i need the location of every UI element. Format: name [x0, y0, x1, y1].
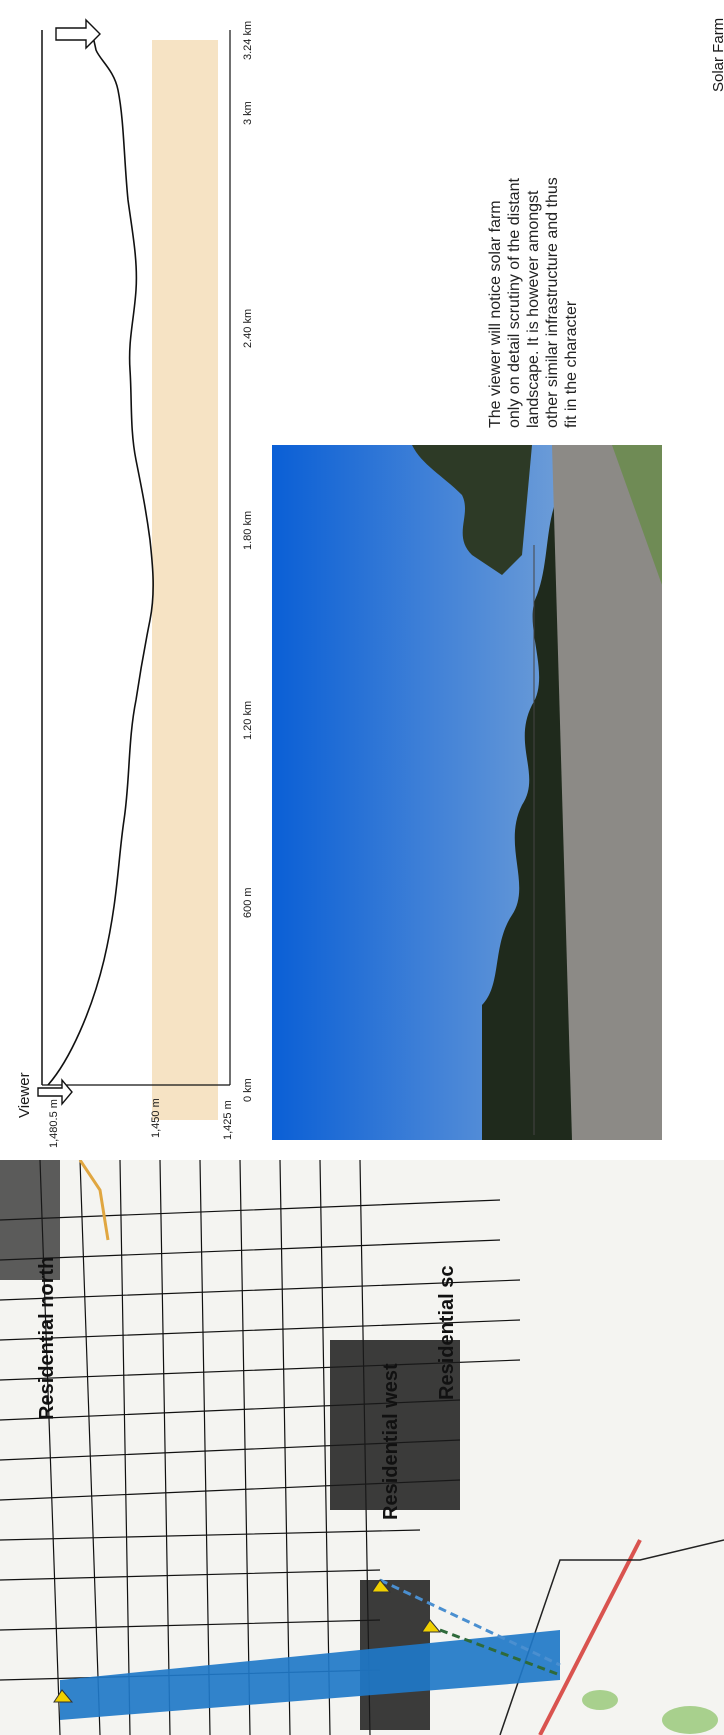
distance-tick: 0 km — [242, 1078, 254, 1102]
viewer-label: Viewer — [16, 1072, 33, 1118]
distance-tick: 3.24 km — [242, 20, 254, 60]
map-label-north: Residential north — [36, 1256, 58, 1420]
location-map: Residential north Residential west Resid… — [0, 1160, 724, 1735]
profile-band — [152, 40, 218, 1120]
dashed-sightline — [439, 1628, 561, 1677]
map-svg — [0, 1160, 724, 1735]
map-road-red — [538, 1539, 642, 1735]
elevation-profile: Viewer Solar Farm 1,480.5 m 1,450 m 1,42… — [16, 17, 724, 1148]
dashed-sightline — [379, 1578, 561, 1667]
viewer-arrow — [37, 1078, 73, 1106]
elevation-tick: 1,450 m — [150, 1098, 162, 1138]
viewer-marker — [371, 1579, 392, 1593]
solar-farm-label: Solar Farm — [710, 17, 724, 92]
distance-tick: 3 km — [242, 101, 254, 125]
distance-tick: 1.80 km — [242, 510, 254, 550]
map-label-west: Residential west — [380, 1363, 402, 1520]
photo-trees-left — [412, 445, 532, 575]
terrain-line — [47, 29, 154, 1086]
photo-grass — [612, 445, 662, 585]
viewer-marker — [421, 1619, 442, 1633]
elevation-tick: 1,425 m — [222, 1100, 234, 1140]
distance-tick: 600 m — [242, 887, 254, 918]
photo-svg — [272, 445, 662, 1140]
green-patch — [662, 1706, 718, 1734]
urban-grid — [0, 1160, 521, 1735]
distance-tick: 1.20 km — [242, 700, 254, 740]
assessment-note: The viewer will notice solar farm only o… — [487, 177, 580, 428]
profile-svg — [37, 18, 231, 1120]
map-road-orange — [78, 1160, 110, 1241]
green-patch — [582, 1690, 618, 1710]
dense-block — [0, 1160, 60, 1280]
solar-farm-arrow — [55, 18, 101, 50]
distance-tick: 2.40 km — [242, 308, 254, 348]
sightline — [60, 1630, 560, 1720]
elevation-tick: 1,480.5 m — [48, 1099, 60, 1148]
viewer-marker — [53, 1689, 74, 1703]
map-label-south: Residential sc — [436, 1265, 458, 1400]
dense-block — [330, 1340, 460, 1510]
photo-road — [552, 445, 662, 1140]
viewpoint-photo — [272, 445, 662, 1140]
